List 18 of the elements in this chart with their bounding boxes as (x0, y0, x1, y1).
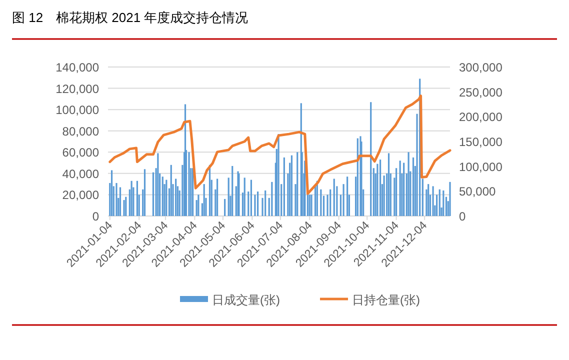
y-tick-label: 80,000 (62, 124, 100, 138)
y-tick-label: 20,000 (62, 188, 100, 202)
y2-tick-label: 100,000 (459, 160, 503, 174)
legend-label: 日成交量(张) (212, 293, 280, 307)
chart-title: 图 12 棉花期权 2021 年度成交持仓情况 (12, 10, 248, 25)
y-tick-label: 100,000 (56, 103, 100, 118)
y-tick-label: 120,000 (56, 82, 100, 96)
y2-tick-label: 50,000 (459, 184, 496, 199)
y2-tick-label: 250,000 (459, 85, 503, 100)
y2-tick-label: 300,000 (459, 60, 503, 74)
y2-tick-label: 0 (459, 210, 466, 224)
y-tick-label: 0 (92, 210, 100, 224)
y2-tick-label: 150,000 (459, 135, 503, 149)
y-tick-label: 60,000 (62, 146, 100, 160)
y-tick-label: 140,000 (56, 60, 100, 74)
y2-tick-label: 200,000 (459, 110, 503, 124)
legend-label: 日持仓量(张) (352, 293, 420, 307)
y-tick-label: 40,000 (62, 166, 100, 181)
